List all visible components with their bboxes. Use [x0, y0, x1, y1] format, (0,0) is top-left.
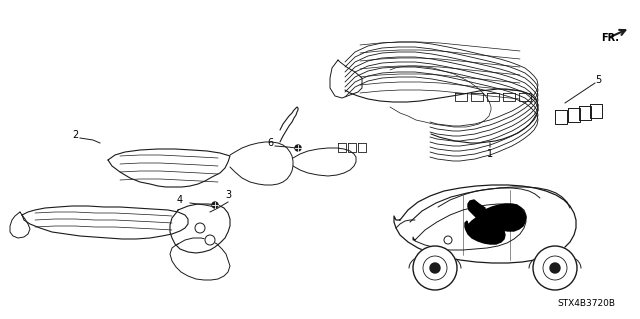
Circle shape	[430, 263, 440, 273]
Polygon shape	[469, 226, 505, 244]
Circle shape	[212, 202, 218, 208]
Text: FR.: FR.	[601, 33, 619, 43]
Polygon shape	[465, 216, 490, 238]
Circle shape	[195, 223, 205, 233]
Text: 3: 3	[225, 190, 231, 200]
Circle shape	[550, 263, 560, 273]
Circle shape	[533, 246, 577, 290]
Circle shape	[295, 145, 301, 151]
Text: 2: 2	[72, 130, 78, 140]
Text: 1: 1	[487, 149, 493, 159]
Text: STX4B3720B: STX4B3720B	[557, 299, 615, 308]
Text: 5: 5	[595, 75, 601, 85]
Text: 6: 6	[267, 138, 273, 148]
Text: 4: 4	[177, 195, 183, 205]
Circle shape	[205, 235, 215, 245]
Polygon shape	[468, 200, 526, 231]
Circle shape	[413, 246, 457, 290]
